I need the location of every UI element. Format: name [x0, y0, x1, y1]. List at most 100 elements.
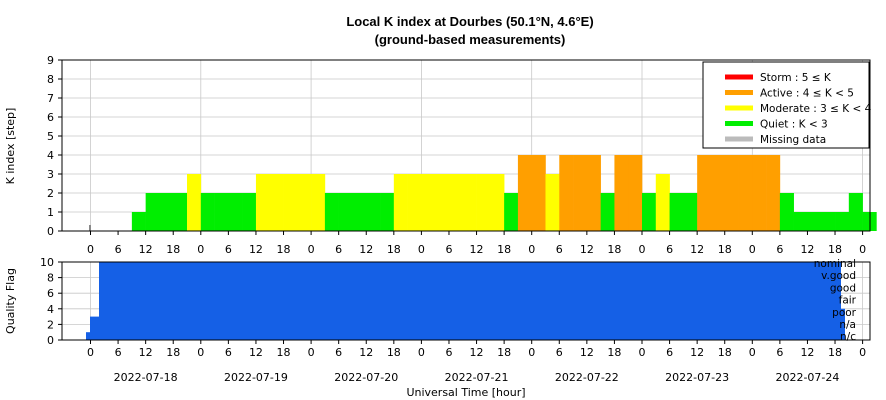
q-x-tick-label: 18 [277, 346, 291, 359]
q-x-tick-label: 0 [859, 346, 866, 359]
k-index-bar [669, 193, 684, 231]
k-x-tick-label: 0 [639, 243, 646, 256]
k-index-bar [324, 193, 339, 231]
q-x-tick-label: 0 [639, 346, 646, 359]
date-label: 2022-07-22 [555, 371, 619, 384]
k-index-bar [738, 155, 753, 231]
k-index-bar [228, 193, 243, 231]
quality-category-label: fair [839, 295, 857, 307]
k-index-bar [531, 155, 546, 231]
k-index-bar [200, 193, 215, 231]
k-x-tick-label: 6 [666, 243, 673, 256]
chart-title: Local K index at Dourbes (50.1°N, 4.6°E) [346, 14, 593, 29]
k-x-tick-label: 0 [859, 243, 866, 256]
k-index-bar [573, 155, 588, 231]
k-y-tick-label: 0 [47, 225, 54, 238]
quality-category-label: poor [832, 307, 857, 319]
k-index-bar [779, 193, 794, 231]
legend-label-active: Active : 4 ≤ K < 5 [760, 88, 854, 100]
q-x-tick-label: 0 [308, 346, 315, 359]
k-index-bar [655, 174, 670, 231]
k-x-tick-label: 0 [749, 243, 756, 256]
k-index-bar [448, 174, 464, 231]
k-index-bar [380, 193, 395, 231]
quality-segment [841, 308, 845, 340]
k-index-bar [697, 155, 712, 231]
k-y-tick-label: 6 [47, 111, 54, 124]
quality-plot-frame [61, 261, 871, 341]
k-index-bar [724, 155, 739, 231]
k-index-bar [283, 174, 298, 231]
x-axis-label: Universal Time [hour] [406, 386, 525, 399]
q-x-tick-label: 6 [225, 346, 232, 359]
quality-category-label: good [830, 282, 856, 294]
k-index-bar [366, 193, 381, 231]
k-index-bar [352, 193, 367, 231]
k-index-bar [131, 212, 146, 231]
legend: Storm : 5 ≤ K Active : 4 ≤ K < 5 Moderate … [702, 61, 872, 149]
q-x-tick-label: 12 [470, 346, 484, 359]
k-index-bar [793, 212, 808, 231]
k-x-tick-label: 18 [828, 243, 842, 256]
k-x-tick-label: 12 [800, 243, 814, 256]
k-y-tick-label: 1 [47, 206, 54, 219]
q-y-tick-label: 0 [47, 334, 54, 347]
k-x-tick-label: 18 [607, 243, 621, 256]
q-x-tick-label: 6 [776, 346, 783, 359]
k-x-tick-label: 0 [418, 243, 425, 256]
k-y-tick-label: 7 [47, 92, 54, 105]
q-x-tick-label: 0 [528, 346, 535, 359]
quality-category-label: n/a [839, 319, 856, 331]
k-index-bar [752, 155, 767, 231]
q-y-tick-label: 6 [47, 287, 54, 300]
k-index-plot-frame [61, 59, 871, 232]
q-x-tick-label: 18 [387, 346, 401, 359]
k-x-tick-label: 18 [497, 243, 511, 256]
q-x-tick-label: 18 [497, 346, 511, 359]
k-x-tick-label: 0 [528, 243, 535, 256]
q-x-tick-label: 6 [115, 346, 122, 359]
k-x-tick-label: 12 [249, 243, 263, 256]
legend-label-storm: Storm : 5 ≤ K [760, 72, 832, 84]
q-x-tick-label: 6 [445, 346, 452, 359]
quality-x-axis: 0 6 12 18 0 6 12 18 0 6 12 18 0 6 12 18 0 6 12 18 0 6 12 18 0 6 12… [87, 340, 866, 359]
date-label: 2022-07-19 [224, 371, 288, 384]
date-label: 2022-07-21 [445, 371, 509, 384]
k-x-tick-label: 18 [387, 243, 401, 256]
q-x-tick-label: 0 [418, 346, 425, 359]
q-x-tick-label: 18 [718, 346, 732, 359]
k-index-bar [586, 155, 601, 231]
k-index-x-axis: 0 6 12 18 0 6 12 18 0 6 12 18 0 6 12 18 0 6 12 18 0 6 12 18 0 6 12… [87, 231, 866, 256]
k-y-tick-label: 2 [47, 187, 54, 200]
q-x-tick-label: 18 [166, 346, 180, 359]
legend-label-quiet: Quiet : K < 3 [760, 119, 828, 131]
k-index-bar [628, 155, 643, 231]
k-x-tick-label: 12 [470, 243, 484, 256]
k-x-tick-label: 12 [139, 243, 153, 256]
k-x-tick-label: 18 [277, 243, 291, 256]
quality-bars [86, 262, 845, 340]
q-x-tick-label: 12 [690, 346, 704, 359]
k-x-tick-label: 12 [690, 243, 704, 256]
k-index-bar [187, 174, 202, 231]
date-label: 2022-07-20 [334, 371, 398, 384]
date-label: 2022-07-24 [775, 371, 839, 384]
k-index-bar [545, 174, 560, 231]
k-index-bar [490, 174, 505, 231]
missing-data-bar [89, 225, 91, 231]
k-x-tick-label: 6 [225, 243, 232, 256]
q-x-tick-label: 18 [607, 346, 621, 359]
k-index-bar [848, 193, 863, 231]
k-index-bar [600, 193, 615, 231]
k-x-tick-label: 0 [308, 243, 315, 256]
k-index-bar [807, 212, 822, 231]
k-y-tick-label: 3 [47, 168, 54, 181]
k-index-bar [821, 212, 836, 231]
q-y-tick-label: 8 [47, 272, 54, 285]
k-x-tick-label: 18 [166, 243, 180, 256]
k-index-bar [311, 174, 326, 231]
k-index-bar [766, 155, 781, 231]
q-x-tick-label: 12 [800, 346, 814, 359]
q-x-tick-label: 12 [249, 346, 263, 359]
k-x-tick-label: 12 [580, 243, 594, 256]
